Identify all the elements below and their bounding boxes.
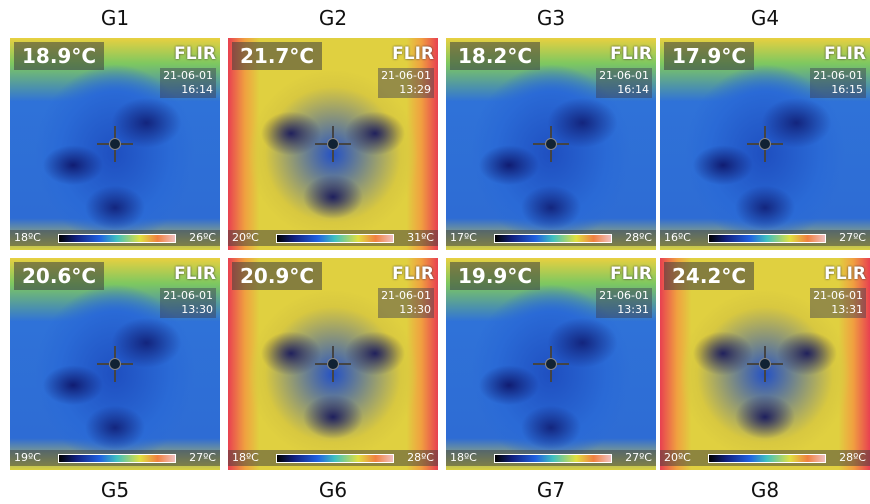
panel-label: G6 [228, 478, 438, 502]
scale-max: 28ºC [625, 231, 652, 244]
scale-min: 16ºC [664, 231, 691, 244]
spot-temperature: 18.9°C [14, 42, 104, 70]
temperature-scale: 17ºC 28ºC [446, 230, 656, 246]
scale-min: 18ºC [232, 451, 259, 464]
crosshair-center [109, 358, 121, 370]
panel-label: G4 [660, 6, 870, 30]
date: 21-06-01 [599, 69, 649, 83]
temperature-scale: 18ºC 26ºC [10, 230, 220, 246]
panel-label: G5 [10, 478, 220, 502]
color-bar [494, 234, 612, 243]
brand-logo: FLIR [610, 264, 652, 284]
spot-temperature: 20.9°C [232, 262, 322, 290]
panel-label: G1 [10, 6, 220, 30]
time: 13:31 [599, 303, 649, 317]
crosshair-center [759, 358, 771, 370]
scale-max: 26ºC [189, 231, 216, 244]
scale-min: 19ºC [14, 451, 41, 464]
spot-temperature: 18.2°C [450, 42, 540, 70]
color-bar [708, 454, 826, 463]
brand-logo: FLIR [392, 264, 434, 284]
spot-temperature: 21.7°C [232, 42, 322, 70]
color-bar [708, 234, 826, 243]
brand-logo: FLIR [824, 264, 866, 284]
date: 21-06-01 [599, 289, 649, 303]
scale-min: 17ºC [450, 231, 477, 244]
scale-max: 27ºC [189, 451, 216, 464]
panel-label: G7 [446, 478, 656, 502]
brand-logo: FLIR [824, 44, 866, 64]
crosshair-center [759, 138, 771, 150]
scale-max: 28ºC [839, 451, 866, 464]
time: 13:31 [813, 303, 863, 317]
temperature-scale: 18ºC 27ºC [446, 450, 656, 466]
color-bar [58, 454, 176, 463]
scale-max: 27ºC [839, 231, 866, 244]
temperature-scale: 19ºC 27ºC [10, 450, 220, 466]
scale-min: 20ºC [664, 451, 691, 464]
panel-label: G2 [228, 6, 438, 30]
time: 16:14 [163, 83, 213, 97]
crosshair-center [545, 138, 557, 150]
scale-max: 31ºC [407, 231, 434, 244]
crosshair-center [327, 138, 339, 150]
brand-logo: FLIR [610, 44, 652, 64]
temperature-scale: 20ºC 31ºC [228, 230, 438, 246]
scale-max: 27ºC [625, 451, 652, 464]
time: 13:29 [381, 83, 431, 97]
scale-min: 20ºC [232, 231, 259, 244]
scale-max: 28ºC [407, 451, 434, 464]
panel-label: G8 [660, 478, 870, 502]
date: 21-06-01 [813, 289, 863, 303]
date: 21-06-01 [381, 69, 431, 83]
color-bar [58, 234, 176, 243]
spot-temperature: 20.6°C [14, 262, 104, 290]
brand-logo: FLIR [392, 44, 434, 64]
date: 21-06-01 [163, 289, 213, 303]
spot-temperature: 17.9°C [664, 42, 754, 70]
time: 16:15 [813, 83, 863, 97]
brand-logo: FLIR [174, 264, 216, 284]
time: 13:30 [163, 303, 213, 317]
spot-temperature: 24.2°C [664, 262, 754, 290]
color-bar [276, 234, 394, 243]
scale-min: 18ºC [450, 451, 477, 464]
time: 16:14 [599, 83, 649, 97]
temperature-scale: 18ºC 28ºC [228, 450, 438, 466]
date: 21-06-01 [381, 289, 431, 303]
time: 13:30 [381, 303, 431, 317]
color-bar [494, 454, 612, 463]
date: 21-06-01 [163, 69, 213, 83]
scale-min: 18ºC [14, 231, 41, 244]
temperature-scale: 16ºC 27ºC [660, 230, 870, 246]
figure: G118.9°CFLIR21-06-0116:1418ºC26ºCG221.7°… [0, 0, 870, 504]
temperature-scale: 20ºC 28ºC [660, 450, 870, 466]
panel-label: G3 [446, 6, 656, 30]
crosshair-center [545, 358, 557, 370]
crosshair-center [327, 358, 339, 370]
crosshair-center [109, 138, 121, 150]
date: 21-06-01 [813, 69, 863, 83]
spot-temperature: 19.9°C [450, 262, 540, 290]
brand-logo: FLIR [174, 44, 216, 64]
color-bar [276, 454, 394, 463]
